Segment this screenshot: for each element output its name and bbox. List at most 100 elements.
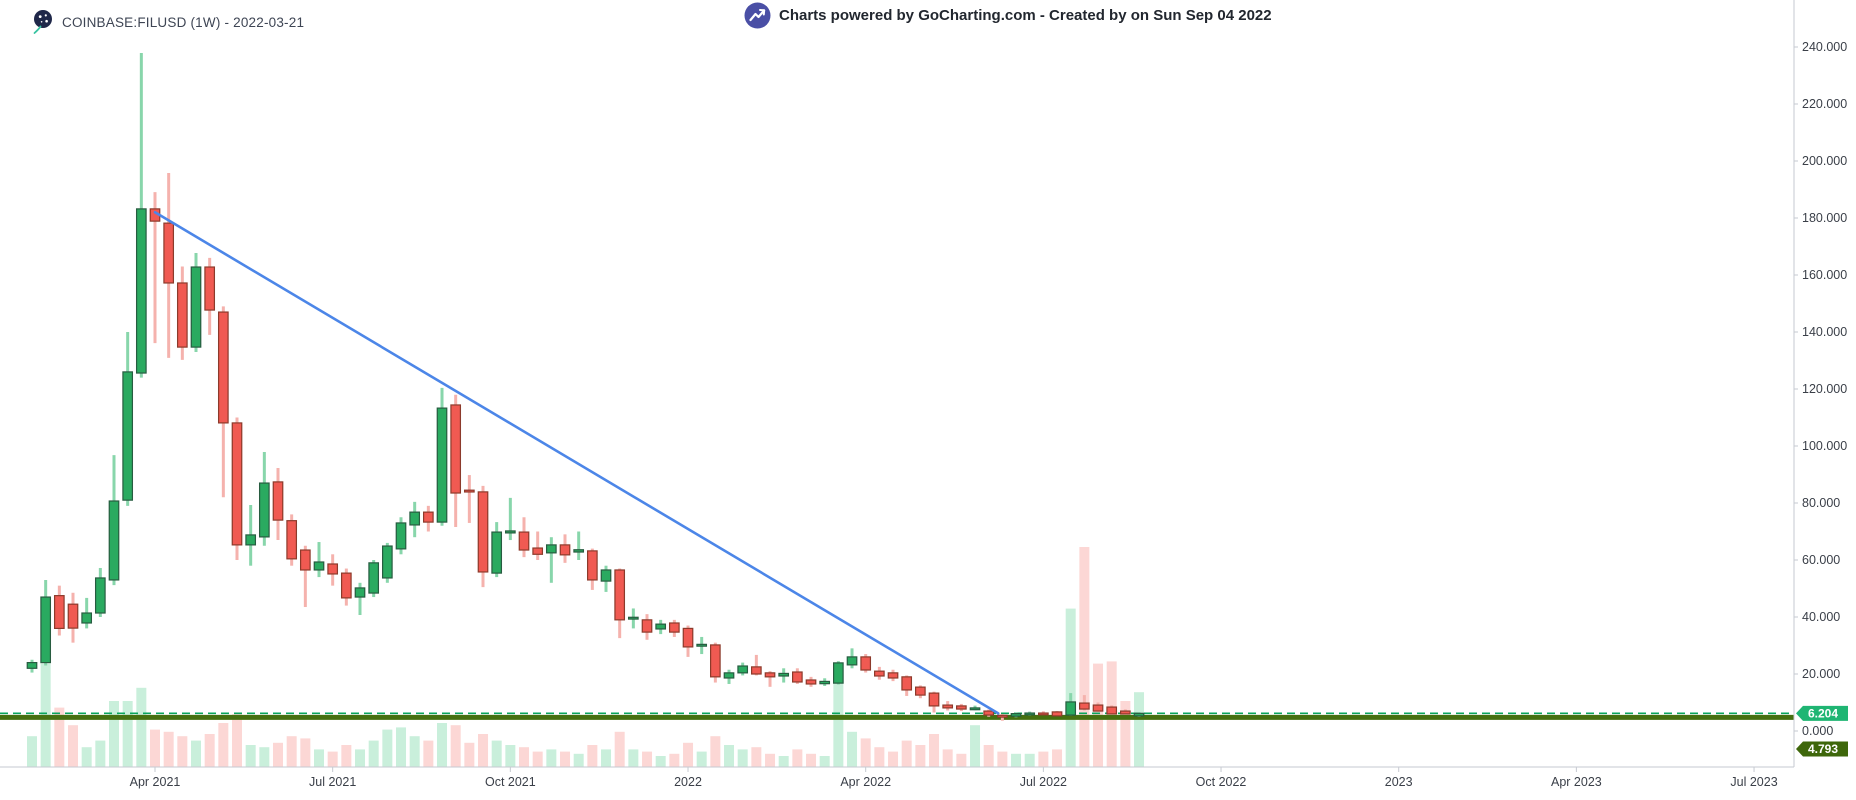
candle bbox=[723, 669, 735, 684]
price-tick-label: 220.000 bbox=[1802, 97, 1847, 111]
volume-bar bbox=[177, 736, 188, 767]
candle bbox=[354, 582, 366, 616]
candle bbox=[463, 475, 475, 523]
time-axis[interactable]: Apr 2021 Jul 2021 Oct 2021 2022 Apr 2022 Jul … bbox=[130, 767, 1778, 789]
time-tick-label: Jul 2022 bbox=[1020, 775, 1067, 789]
brand-comet-logo-icon bbox=[33, 10, 52, 34]
candle bbox=[1120, 709, 1131, 715]
candle bbox=[94, 567, 106, 617]
price-tick-label: 0.000 bbox=[1802, 724, 1833, 738]
volume-bar bbox=[191, 740, 202, 767]
volume-bar bbox=[136, 687, 147, 767]
candle bbox=[737, 662, 749, 676]
candle bbox=[819, 678, 831, 686]
svg-text:4.793: 4.793 bbox=[1808, 742, 1838, 756]
candle bbox=[1010, 712, 1022, 718]
symbol-header: COINBASE:FILUSD (1W) - 2022-03-21 bbox=[30, 9, 304, 35]
candle bbox=[559, 534, 571, 563]
candle bbox=[217, 306, 229, 498]
price-tick-label: 40.000 bbox=[1802, 610, 1840, 624]
volume-bar bbox=[614, 731, 625, 767]
candle bbox=[887, 669, 899, 682]
volume-bar bbox=[478, 734, 489, 767]
volume-bar bbox=[929, 734, 940, 767]
volume-bar bbox=[847, 731, 858, 767]
volume-bar bbox=[409, 736, 420, 767]
svg-text:6.204: 6.204 bbox=[1808, 706, 1838, 720]
price-tick-label: 80.000 bbox=[1802, 496, 1840, 510]
volume-bar bbox=[901, 740, 912, 767]
descending-trendline[interactable] bbox=[153, 211, 1000, 715]
candle bbox=[67, 592, 79, 643]
gocharting-attribution[interactable]: Charts powered by GoCharting.com - Creat… bbox=[744, 2, 1272, 29]
candle bbox=[26, 659, 38, 673]
volume-bar bbox=[491, 740, 502, 767]
volume-bar bbox=[833, 679, 844, 767]
candle bbox=[436, 387, 448, 526]
volume-bar bbox=[204, 734, 215, 767]
price-axis[interactable]: 0.000 20.000 40.000 60.000 80.000 100.000 120.… bbox=[1794, 40, 1847, 738]
candle bbox=[381, 542, 393, 583]
candle bbox=[422, 505, 434, 532]
candle bbox=[696, 636, 708, 655]
candle bbox=[805, 676, 817, 687]
volume-bar bbox=[751, 747, 762, 767]
volume-bar bbox=[259, 747, 270, 767]
volume-bar bbox=[423, 740, 434, 767]
time-tick-label: Jul 2021 bbox=[309, 775, 356, 789]
candle bbox=[846, 648, 858, 669]
gocharting-logo-icon bbox=[744, 2, 771, 29]
time-tick-label: 2022 bbox=[674, 775, 702, 789]
price-tick-label: 20.000 bbox=[1802, 667, 1840, 681]
candle bbox=[395, 517, 407, 555]
candle bbox=[573, 531, 585, 560]
volume-bar bbox=[710, 736, 721, 767]
candle bbox=[682, 625, 694, 657]
price-tick-label: 240.000 bbox=[1802, 40, 1847, 54]
volume-bar bbox=[95, 740, 106, 767]
candle bbox=[983, 709, 995, 717]
candle bbox=[1065, 693, 1077, 716]
candle bbox=[655, 619, 667, 635]
volume-bar bbox=[532, 751, 543, 767]
volume-bar bbox=[970, 725, 981, 767]
volume-bar bbox=[683, 742, 694, 767]
volume-bar bbox=[560, 751, 571, 767]
volume-bar bbox=[983, 745, 994, 767]
time-tick-label: Apr 2021 bbox=[130, 775, 181, 789]
candle bbox=[299, 545, 311, 608]
volume-bar bbox=[1038, 751, 1049, 767]
candle bbox=[340, 568, 352, 606]
candle bbox=[1038, 711, 1049, 716]
volume-bar bbox=[888, 751, 899, 767]
candle bbox=[204, 257, 216, 335]
candle bbox=[190, 253, 202, 352]
volume-bar bbox=[942, 749, 953, 767]
candle bbox=[942, 701, 954, 711]
price-tick-label: 200.000 bbox=[1802, 154, 1847, 168]
volume-bar bbox=[874, 747, 885, 767]
candle bbox=[450, 394, 462, 527]
candle bbox=[668, 619, 680, 637]
candle bbox=[709, 642, 721, 683]
price-tick-label: 140.000 bbox=[1802, 325, 1847, 339]
volume-bar bbox=[696, 751, 707, 767]
candle bbox=[477, 485, 489, 588]
price-tick-label: 100.000 bbox=[1802, 439, 1847, 453]
candle bbox=[1051, 711, 1063, 717]
last-price-tag: 6.204 bbox=[1796, 705, 1848, 721]
volume-bar bbox=[1052, 749, 1063, 767]
volume-bar bbox=[232, 714, 243, 767]
volume-bar bbox=[54, 707, 65, 767]
candle bbox=[286, 514, 298, 566]
volume-bar bbox=[997, 751, 1008, 767]
attribution-text: Charts powered by GoCharting.com - Creat… bbox=[779, 7, 1272, 24]
volume-bar bbox=[245, 745, 256, 767]
candle bbox=[928, 691, 940, 713]
volume-bar bbox=[860, 738, 871, 767]
volume-bar bbox=[163, 731, 174, 767]
time-tick-label: Jul 2023 bbox=[1730, 775, 1777, 789]
price-tick-label: 180.000 bbox=[1802, 211, 1847, 225]
candle bbox=[327, 554, 339, 586]
